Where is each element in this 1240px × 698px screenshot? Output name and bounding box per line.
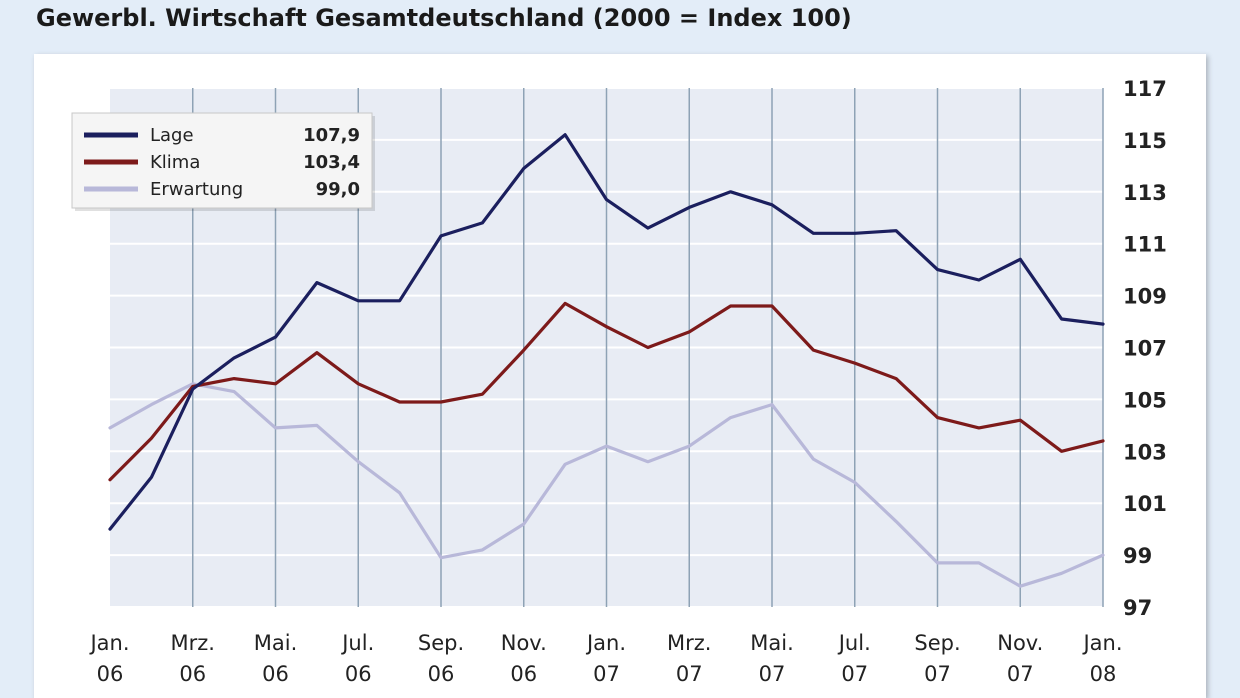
legend-label-erwartung: Erwartung — [150, 179, 243, 200]
y-tick-label: 117 — [1123, 77, 1167, 101]
x-tick-label-month: Mrz. — [171, 631, 215, 655]
y-tick-label: 97 — [1123, 596, 1152, 620]
x-tick-label-year: 06 — [345, 662, 372, 686]
x-tick-label-year: 07 — [759, 662, 786, 686]
x-tick-label-month: Mai. — [750, 631, 794, 655]
y-tick-label: 105 — [1123, 388, 1167, 412]
y-tick-label: 109 — [1123, 285, 1167, 309]
series-line-erwartung — [108, 382, 1105, 588]
legend-label-lage: Lage — [150, 125, 194, 146]
y-tick-label: 101 — [1123, 492, 1167, 516]
x-tick-label-year: 07 — [924, 662, 951, 686]
x-tick-label-month: Mai. — [254, 631, 298, 655]
legend-label-klima: Klima — [150, 152, 200, 173]
x-tick-label-year: 07 — [593, 662, 620, 686]
x-tick-label-month: Sep. — [418, 631, 464, 655]
x-tick-label-year: 08 — [1090, 662, 1117, 686]
y-tick-label: 99 — [1123, 544, 1152, 568]
x-tick-label-year: 06 — [428, 662, 455, 686]
line-chart: 97 99 101 103 105 107 109 111 113 115 117 Jan. 06 Mr… — [71, 77, 1167, 686]
x-tick-label-year: 07 — [676, 662, 703, 686]
x-tick-label-month: Jan. — [88, 631, 129, 655]
y-tick-label: 111 — [1123, 233, 1167, 257]
x-tick-label-month: Nov. — [997, 631, 1043, 655]
x-tick-label-year: 07 — [841, 662, 868, 686]
x-tick-label-month: Jan. — [585, 631, 626, 655]
series-line-lage — [108, 133, 1105, 531]
chart-title: Gewerbl. Wirtschaft Gesamtdeutschland (2… — [36, 4, 852, 32]
x-tick-label-year: 06 — [179, 662, 206, 686]
legend-value-erwartung: 99,0 — [316, 179, 360, 200]
chart-panel: 97 99 101 103 105 107 109 111 113 115 117 Jan. 06 Mr… — [34, 54, 1206, 698]
x-tick-label-year: 06 — [97, 662, 124, 686]
series-line-klima — [108, 301, 1105, 482]
y-tick-label: 103 — [1123, 440, 1167, 464]
x-tick-label-year: 06 — [510, 662, 537, 686]
x-tick-label-month: Jul. — [340, 631, 374, 655]
x-tick-label-month: Jan. — [1081, 631, 1122, 655]
x-tick-label-year: 06 — [262, 662, 289, 686]
x-tick-label-month: Mrz. — [667, 631, 711, 655]
x-tick-label-month: Jul. — [837, 631, 871, 655]
y-tick-label: 113 — [1123, 181, 1167, 205]
x-tick-label-month: Sep. — [914, 631, 960, 655]
x-tick-label-month: Nov. — [501, 631, 547, 655]
y-tick-label: 115 — [1123, 129, 1167, 153]
y-tick-label: 107 — [1123, 337, 1167, 361]
x-tick-label-year: 07 — [1007, 662, 1034, 686]
legend-value-klima: 103,4 — [303, 152, 360, 173]
legend-value-lage: 107,9 — [303, 125, 360, 146]
